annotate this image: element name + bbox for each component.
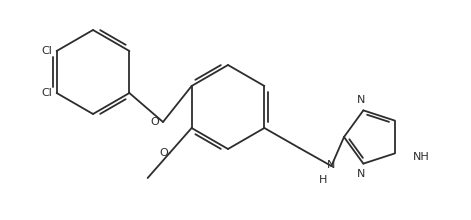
- Text: Cl: Cl: [42, 46, 53, 56]
- Text: H: H: [319, 175, 327, 185]
- Text: N: N: [327, 160, 335, 170]
- Text: NH: NH: [413, 152, 430, 162]
- Text: Cl: Cl: [42, 88, 53, 98]
- Text: O: O: [159, 148, 168, 158]
- Text: N: N: [357, 169, 365, 179]
- Text: N: N: [357, 95, 365, 105]
- Text: O: O: [150, 117, 159, 127]
